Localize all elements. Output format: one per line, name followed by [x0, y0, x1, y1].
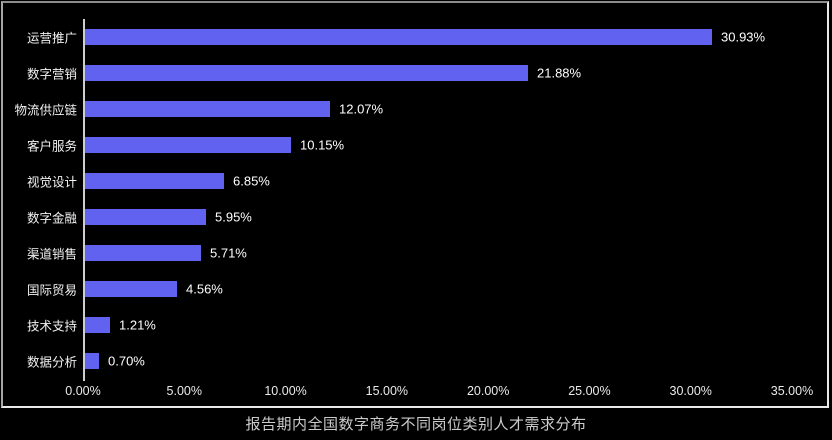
value-label: 10.15% [300, 137, 345, 153]
bar [85, 173, 224, 189]
x-tick-label: 20.00% [466, 384, 510, 398]
category-label: 数字金融 [26, 211, 77, 226]
y-axis-line [83, 19, 85, 381]
bar [85, 209, 206, 225]
value-label: 21.88% [537, 65, 582, 81]
bar-chart-plot-area: 运营推广 30.93% 数字营销 21.88% 物流供应链 12.07% 客户服务 10.15… [3, 3, 827, 406]
category-label: 技术支持 [26, 319, 77, 334]
value-label: 5.95% [215, 209, 252, 225]
bar-row: 物流供应链 12.07% [3, 91, 827, 127]
x-tick-label: 15.00% [365, 384, 409, 398]
value-label: 5.71% [210, 245, 247, 261]
category-label: 数字营销 [26, 67, 77, 82]
value-label: 0.70% [108, 353, 145, 369]
bar [85, 65, 528, 81]
chart-title: 报告期内全国数字商务不同岗位类别人才需求分布 [245, 416, 587, 433]
bar-row: 视觉设计 6.85% [3, 163, 827, 199]
bar [85, 29, 712, 45]
bar [85, 281, 177, 297]
bar [85, 353, 99, 369]
x-tick-label: 0.00% [65, 384, 101, 398]
x-tick-label: 10.00% [264, 384, 307, 398]
x-tick-label: 35.00% [770, 384, 814, 398]
bar-row: 数字营销 21.88% [3, 55, 827, 91]
bar-row: 技术支持 1.21% [3, 307, 827, 343]
value-label: 1.21% [119, 317, 156, 333]
bar-row: 运营推广 30.93% [3, 19, 827, 55]
bar-row: 数字金融 5.95% [3, 199, 827, 235]
category-label: 运营推广 [26, 31, 77, 46]
value-label: 4.56% [186, 281, 223, 297]
category-label: 数据分析 [26, 355, 77, 370]
bar-row: 客户服务 10.15% [3, 127, 827, 163]
chart-panel: 运营推广 30.93% 数字营销 21.88% 物流供应链 12.07% 客户服务 10.15… [1, 1, 829, 408]
category-label: 视觉设计 [26, 175, 77, 190]
category-label: 客户服务 [26, 139, 77, 154]
category-label: 物流供应链 [14, 103, 77, 118]
bar [85, 101, 330, 117]
value-label: 12.07% [339, 101, 384, 117]
bar-row: 国际贸易 4.56% [3, 271, 827, 307]
x-tick-label: 30.00% [669, 384, 712, 398]
category-label: 国际贸易 [26, 283, 77, 298]
bar [85, 137, 291, 153]
category-label: 渠道销售 [26, 247, 77, 262]
value-label: 30.93% [721, 29, 766, 45]
bar-row: 渠道销售 5.71% [3, 235, 827, 271]
bar [85, 317, 110, 333]
bar [85, 245, 201, 261]
value-label: 6.85% [233, 173, 270, 189]
bar-row: 数据分析 0.70% [3, 343, 827, 379]
x-tick-label: 5.00% [166, 384, 203, 398]
x-tick-label: 25.00% [568, 384, 611, 398]
